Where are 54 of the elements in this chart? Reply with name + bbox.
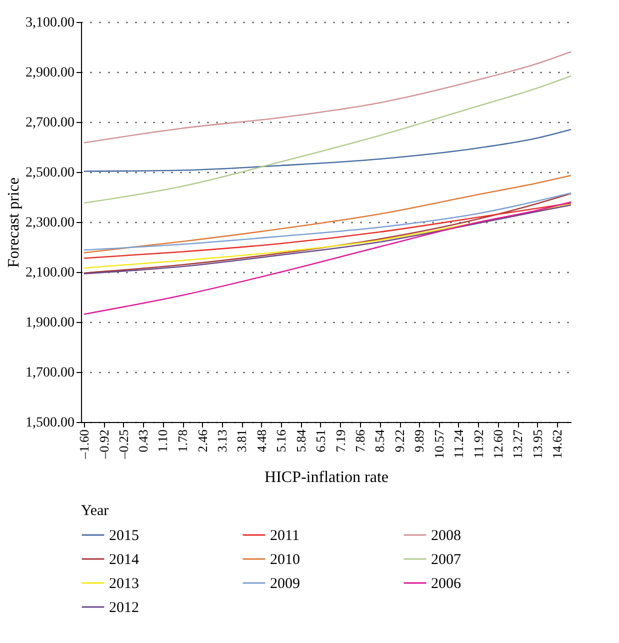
x-tick-label: 13.95 (530, 430, 545, 459)
legend-label: 2013 (109, 576, 139, 592)
y-tick-label: 3,100.00 (26, 16, 74, 30)
line-series (83, 128, 572, 172)
y-tick-label: 2,500.00 (26, 166, 74, 180)
x-tick-label: 13.27 (510, 429, 526, 459)
y-tick-label: 2,700.00 (26, 116, 74, 130)
x-tick-label: –1.60 (76, 430, 92, 460)
x-tick-label: 11.24 (450, 429, 466, 458)
y-tick-label: 1,500.00 (26, 416, 74, 430)
y-tick-label: 2,900.00 (26, 66, 74, 80)
x-tick-label: 11.92 (470, 430, 486, 458)
legend-label: 2010 (270, 552, 300, 568)
y-tick-label: 1,900.00 (26, 316, 74, 330)
line-series (83, 174, 572, 254)
x-tick-label: 9.89 (412, 430, 427, 452)
line-series (83, 75, 572, 204)
x-tick-label: 3.81 (234, 430, 250, 452)
x-tick-label: 1.10 (155, 430, 170, 452)
legend-label: 2009 (270, 576, 300, 592)
legend-label: 2015 (109, 528, 139, 544)
y-axis-title: Forecast price (6, 177, 22, 268)
line-series (83, 201, 572, 315)
x-tick-label: 3.13 (214, 430, 230, 452)
y-tick-label: 2,300.00 (26, 216, 74, 230)
x-tick-label: 7.19 (332, 430, 348, 452)
legend-title: Year (81, 503, 109, 519)
line-series (83, 202, 572, 259)
x-axis-title: HICP-inflation rate (264, 468, 388, 486)
legend-label: 2008 (431, 528, 461, 544)
x-tick-label: 14.62 (550, 430, 564, 459)
legend-label: 2012 (109, 600, 139, 616)
legend-label: 2006 (431, 576, 462, 592)
y-tick-label: 2,100.00 (26, 266, 74, 280)
x-tick-label: 0.43 (136, 430, 151, 452)
x-tick-label: 9.22 (392, 430, 407, 452)
y-tick-label: 1,700.00 (26, 366, 74, 380)
x-tick-label: –0.25 (116, 430, 131, 460)
x-tick-label: 10.57 (431, 429, 446, 459)
x-tick-label: 7.86 (352, 429, 368, 452)
x-tick-label: 8.54 (372, 429, 388, 452)
x-tick-label: 4.48 (254, 430, 269, 452)
x-tick-label: –0.92 (96, 430, 112, 460)
x-tick-label: 1.78 (175, 430, 190, 452)
line-series (83, 192, 572, 251)
x-tick-label: 6.51 (312, 430, 328, 452)
legend-label: 2014 (109, 552, 140, 568)
legend-label: 2011 (270, 528, 300, 544)
x-tick-label: 5.84 (293, 429, 308, 452)
x-tick-label: 2.46 (194, 429, 210, 452)
legend-label: 2007 (431, 552, 462, 568)
x-tick-label: 12.60 (490, 430, 506, 459)
x-tick-label: 5.16 (274, 429, 289, 452)
line-series (83, 51, 572, 144)
